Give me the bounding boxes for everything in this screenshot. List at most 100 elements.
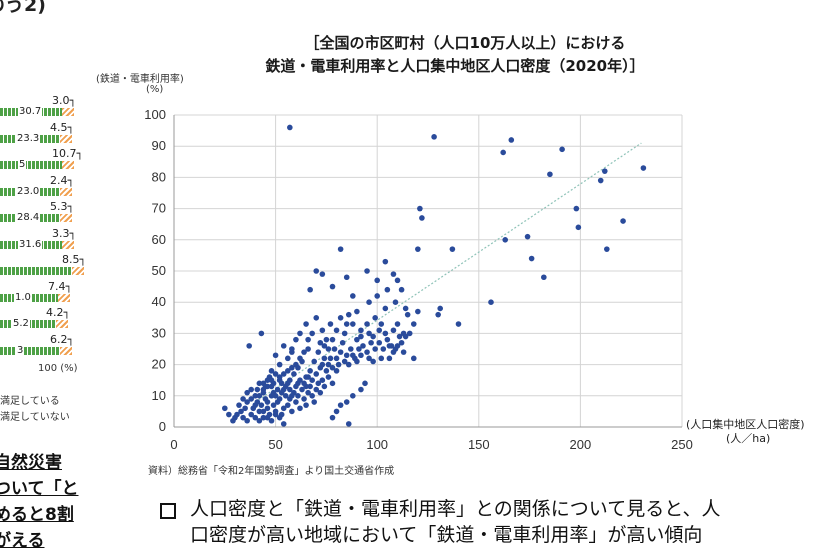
data-point	[297, 405, 303, 412]
data-point	[240, 414, 246, 421]
left-bar-mid-value: 23.0	[16, 185, 41, 197]
body-text-line-2: 口密度が高い地域において「鉄道・電車利用率」が高い傾向	[190, 524, 703, 546]
data-point	[358, 327, 364, 334]
data-point	[559, 146, 565, 153]
data-point	[337, 315, 344, 321]
left-bar-tail	[60, 134, 72, 143]
source-note: 資料）総務省「令和2年国勢調査」より国土交通省作成	[148, 466, 395, 477]
data-point	[299, 386, 305, 393]
left-bar-mid-value: 23.3	[16, 132, 41, 144]
data-point	[382, 305, 389, 312]
data-point	[248, 396, 255, 402]
data-point	[264, 383, 271, 390]
data-point	[276, 374, 283, 380]
data-point	[380, 346, 387, 352]
data-point	[305, 346, 311, 352]
data-point	[350, 393, 356, 399]
left-bar-row: 30.7 3.0┐	[0, 94, 88, 120]
data-point	[244, 417, 250, 424]
data-point	[333, 355, 340, 362]
data-point	[331, 346, 338, 352]
data-point	[260, 408, 267, 415]
data-point	[386, 355, 393, 362]
data-point	[410, 355, 417, 362]
y-tick-label: 20	[152, 357, 166, 372]
data-point	[309, 330, 315, 337]
data-point	[272, 371, 279, 377]
data-point	[325, 361, 332, 368]
left-bar	[0, 161, 62, 169]
data-point	[307, 383, 313, 390]
data-point	[321, 383, 328, 390]
left-bar-tail	[60, 346, 72, 355]
data-point	[398, 339, 405, 346]
data-point	[305, 389, 311, 396]
data-point	[368, 339, 374, 346]
y-tick-label: 40	[152, 294, 166, 309]
data-point	[256, 380, 263, 387]
data-point	[415, 246, 421, 252]
data-point	[260, 380, 267, 387]
x-axis-unit: (人／ha)	[726, 432, 771, 445]
left-bar-tail	[62, 240, 74, 249]
data-point	[374, 277, 381, 284]
x-tick-label: 150	[468, 437, 490, 452]
x-tick-label: 200	[570, 437, 592, 452]
data-point	[295, 393, 301, 399]
data-point	[272, 411, 279, 418]
data-point	[327, 355, 334, 362]
left-bar-right-value: 4.5┐	[50, 120, 75, 134]
data-point	[435, 311, 441, 318]
left-bar-tail	[62, 161, 74, 169]
data-point	[270, 402, 277, 408]
data-point	[256, 417, 263, 424]
data-point	[280, 343, 287, 349]
left-bar-mid-value: 1.0	[14, 291, 32, 303]
data-point	[268, 368, 275, 374]
data-point	[303, 321, 309, 327]
data-point	[280, 421, 287, 427]
data-point	[392, 299, 399, 306]
data-point	[488, 299, 494, 306]
data-point	[256, 408, 263, 415]
data-point	[321, 355, 328, 362]
x-tick-label: 0	[170, 437, 177, 452]
left-bar-right-value: 3.3┐	[52, 226, 77, 240]
data-point	[287, 124, 293, 131]
data-point	[272, 352, 279, 359]
data-point	[258, 330, 265, 337]
data-point	[289, 349, 295, 355]
data-point	[620, 218, 626, 224]
data-point	[575, 224, 582, 231]
data-point	[384, 336, 391, 343]
data-point	[258, 402, 265, 408]
data-point	[345, 311, 352, 318]
data-point	[246, 343, 252, 349]
left-bar-panel: 30.7 3.0┐ 23.3 4.5┐ 5 10.7┐ 23.0 2.4┐ 28.4 5.3┐ 31…	[0, 88, 88, 388]
data-point	[244, 399, 250, 405]
left-bar-row: 5 10.7┐	[0, 147, 88, 173]
left-bar-right-value: 3.0┐	[52, 94, 77, 107]
y-tick-label: 50	[152, 263, 166, 278]
data-point	[386, 343, 393, 349]
left-bar-right-value: 4.2┐	[46, 306, 71, 319]
data-point	[284, 368, 291, 374]
data-point	[350, 352, 356, 359]
data-point	[236, 402, 242, 408]
data-point	[329, 283, 336, 290]
data-point	[293, 399, 299, 405]
data-point	[301, 396, 307, 402]
data-point	[604, 246, 610, 252]
data-point	[333, 327, 340, 334]
left-bar-mid-value: 28.4	[16, 212, 41, 223]
data-point	[254, 386, 261, 393]
data-point	[431, 134, 437, 140]
data-point	[343, 352, 350, 359]
data-point	[313, 371, 320, 377]
data-point	[276, 414, 283, 421]
data-point	[524, 233, 531, 240]
trendline	[254, 142, 642, 403]
data-point	[244, 389, 250, 396]
data-point	[327, 321, 334, 327]
data-point	[541, 274, 547, 281]
